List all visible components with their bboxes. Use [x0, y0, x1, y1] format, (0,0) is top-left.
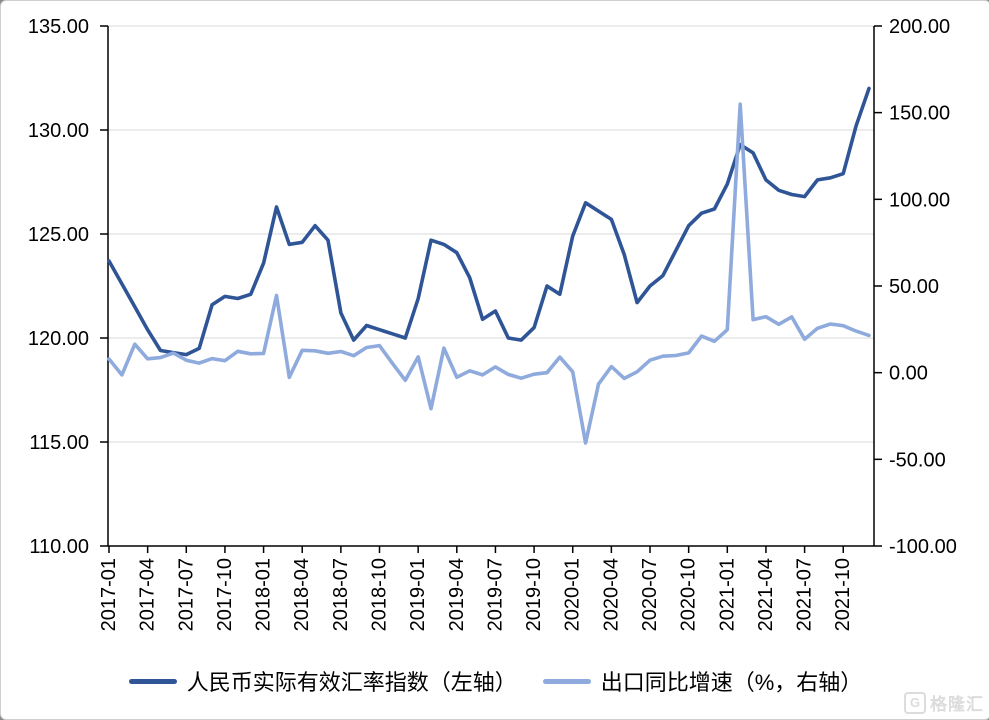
legend-swatch-reer — [128, 678, 177, 684]
x-axis-tick-label: 2019-01 — [407, 558, 429, 631]
right-axis-tick-label: 100.00 — [889, 189, 950, 211]
left-axis-tick-label: 115.00 — [29, 432, 89, 454]
export-growth-line — [107, 102, 871, 445]
right-axis-tick-label: -100.00 — [889, 536, 957, 558]
x-axis-tick-label: 2019-07 — [484, 558, 506, 631]
x-axis-tick-label: 2017-10 — [214, 558, 236, 631]
left-axis-labels: 110.00 115.00 120.00 125.00 130.00 135.00 — [28, 16, 108, 558]
left-axis-tick-label: 120.00 — [28, 328, 89, 350]
legend-item-export: 出口同比增速（%，右轴） — [542, 665, 863, 697]
x-axis-tick-label: 2021-01 — [716, 558, 738, 631]
legend-item-reer: 人民币实际有效汇率指数（左轴） — [128, 665, 517, 697]
watermark-text: 格隆汇 — [930, 695, 984, 714]
x-axis-tick-label: 2021-10 — [832, 558, 854, 631]
right-axis-tick-label: 50.00 — [889, 276, 939, 298]
series-lines — [107, 86, 871, 445]
x-axis-tick-label: 2021-07 — [794, 558, 816, 631]
legend-label-reer: 人民币实际有效汇率指数（左轴） — [186, 670, 517, 695]
x-axis-tick-label: 2018-10 — [369, 558, 391, 631]
legend: 人民币实际有效汇率指数（左轴） 出口同比增速（%，右轴） — [1, 665, 989, 697]
x-axis-tick-label: 2018-01 — [253, 558, 275, 631]
x-axis-tick-label: 2019-04 — [446, 558, 468, 631]
x-axis-tick-label: 2017-07 — [175, 558, 197, 631]
left-axis-tick-label: 130.00 — [28, 120, 89, 142]
right-axis-tick-label: 200.00 — [889, 16, 950, 38]
left-axis-tick-label: 110.00 — [29, 536, 89, 558]
x-axis-tick-label: 2021-04 — [755, 558, 777, 631]
left-axis-tick-label: 135.00 — [28, 16, 89, 38]
chart-canvas: 110.00 115.00 120.00 125.00 130.00 135.00 -100… — [28, 16, 957, 631]
x-axis-tick-label: 2020-07 — [639, 558, 661, 631]
reer-line — [107, 86, 871, 357]
right-axis-labels: -100.00 -50.00 0.00 50.00 100.00 150.00 200.00 — [874, 16, 957, 558]
gridlines — [108, 25, 874, 443]
x-axis-labels: 2017-01 2017-04 2017-07 2017-10 2018-01 2018-… — [98, 546, 854, 631]
right-axis-tick-label: 150.00 — [889, 103, 950, 125]
x-axis-tick-label: 2020-01 — [562, 558, 584, 631]
legend-swatch-export — [542, 678, 591, 684]
x-axis-tick-label: 2018-04 — [291, 558, 313, 631]
right-axis-tick-label: 0.00 — [889, 363, 928, 385]
x-axis-tick-label: 2017-01 — [98, 558, 120, 631]
x-axis-tick-label: 2019-10 — [523, 558, 545, 631]
x-axis-tick-label: 2018-07 — [330, 558, 352, 631]
legend-label-export: 出口同比增速（%，右轴） — [600, 670, 863, 695]
left-axis-tick-label: 125.00 — [28, 224, 89, 246]
watermark: G 格隆汇 — [904, 690, 984, 715]
gelonghui-logo-icon: G — [904, 691, 926, 714]
x-axis-tick-label: 2020-10 — [678, 558, 700, 631]
right-axis-tick-label: -50.00 — [889, 449, 946, 471]
x-axis-tick-label: 2017-04 — [137, 558, 159, 631]
axes — [107, 26, 875, 547]
x-axis-tick-label: 2020-04 — [600, 558, 622, 631]
